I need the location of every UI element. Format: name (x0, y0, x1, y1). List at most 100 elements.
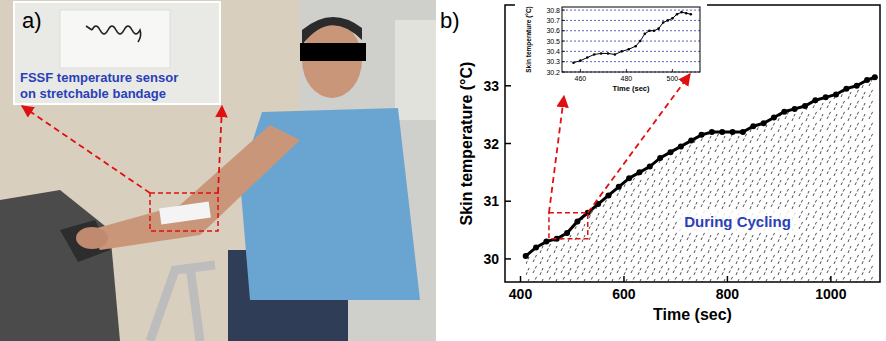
y-tick-label: 30.8 (546, 7, 560, 14)
grid-line (562, 61, 700, 62)
data-point (657, 27, 660, 30)
x-tick (520, 276, 522, 282)
annotation-bg (680, 211, 796, 233)
data-point (574, 218, 580, 224)
x-tick-label: 800 (716, 286, 740, 302)
data-point (564, 230, 570, 236)
photo-bike (150, 265, 215, 341)
data-point (688, 138, 694, 144)
photo-sensor-wire (86, 26, 141, 42)
data-point (792, 106, 798, 112)
area-fill (526, 77, 875, 282)
data-point (621, 50, 624, 53)
zoom-arrow (588, 74, 690, 213)
x-tick (623, 276, 625, 282)
data-point (636, 169, 642, 175)
data-point (579, 59, 582, 62)
data-point (644, 33, 647, 36)
y-tick-label: 30.4 (546, 48, 560, 55)
data-point (699, 132, 705, 138)
photo-bandage (60, 10, 170, 68)
x-tick-label: 500 (667, 75, 679, 82)
data-point (709, 129, 715, 135)
y-tick-label: 30.3 (546, 58, 560, 65)
inset-data (572, 11, 692, 64)
x-tick-label: 480 (621, 75, 633, 82)
data-point (627, 48, 630, 51)
data-point (771, 115, 777, 121)
y-tick-label: 30 (483, 251, 499, 267)
x-axis-label: Time (sec) (613, 84, 650, 93)
photo-arrow (218, 106, 222, 193)
grid-line (562, 10, 700, 11)
data-point (668, 149, 674, 155)
data-point (872, 74, 878, 80)
x-tick-label: 1000 (815, 286, 846, 302)
photo-hand (76, 227, 108, 249)
data-point (572, 61, 575, 64)
grid-line (562, 51, 700, 52)
x-tick-label: 460 (575, 75, 587, 82)
data-point (639, 40, 642, 43)
figure: a)FSSF temperature sensoron stretchable … (0, 0, 886, 341)
photo-arm (90, 125, 300, 250)
data-point (680, 11, 683, 14)
y-tick-label: 33 (483, 78, 499, 94)
data-point (730, 129, 736, 135)
data-point (761, 120, 767, 126)
x-tick (727, 276, 729, 282)
data-point (634, 45, 637, 48)
data-point (653, 29, 656, 32)
grid-line (562, 41, 700, 42)
photo-hair (302, 17, 362, 45)
data-point (833, 91, 839, 97)
data-point (647, 164, 653, 170)
data-point (605, 192, 611, 198)
data-point (750, 123, 756, 129)
panel-label: b) (440, 8, 460, 33)
data-point (690, 13, 693, 16)
x-tick-label: 600 (612, 286, 636, 302)
data-point (667, 19, 670, 22)
data-point (662, 21, 665, 24)
photo-eye-bar (300, 43, 366, 61)
photo-console (60, 220, 110, 262)
data-point (523, 253, 529, 259)
y-tick (505, 258, 511, 260)
x-axis-label: Time (sec) (653, 306, 732, 323)
data-point (586, 56, 589, 59)
photo-sensor-box (150, 193, 218, 231)
photo-background (0, 0, 436, 341)
y-axis-label: Skin temperature (°C) (458, 62, 475, 226)
data-point (781, 109, 787, 115)
data-point (740, 129, 746, 135)
chart-panel: b)400600800100030313233Time (sec)Skin te… (440, 1, 880, 323)
data-point (823, 94, 829, 100)
inset-frame (562, 7, 700, 72)
y-tick (505, 143, 511, 145)
photo-caption: FSSF temperature sensor (20, 70, 178, 85)
x-tick (830, 276, 832, 282)
data-point (678, 143, 684, 149)
zoom-arrow (549, 96, 564, 213)
data-point (671, 17, 674, 20)
annotation: During Cycling (684, 213, 791, 230)
data-point (600, 52, 603, 55)
data-line (526, 77, 875, 256)
photo-panel: a)FSSF temperature sensoron stretchable … (0, 0, 436, 341)
data-point (719, 129, 725, 135)
data-point (685, 12, 688, 15)
data-point (812, 97, 818, 103)
data-point (593, 53, 596, 56)
data-point (843, 86, 849, 92)
data-point (607, 52, 610, 55)
data-point (657, 155, 663, 161)
data-line (574, 12, 691, 63)
inset-background (515, 1, 707, 99)
highlight-box (549, 213, 588, 239)
data-point (616, 184, 622, 190)
panel-label: a) (22, 8, 42, 33)
photo-cabinet (395, 20, 436, 120)
data-point (533, 244, 539, 250)
data-point (802, 103, 808, 109)
